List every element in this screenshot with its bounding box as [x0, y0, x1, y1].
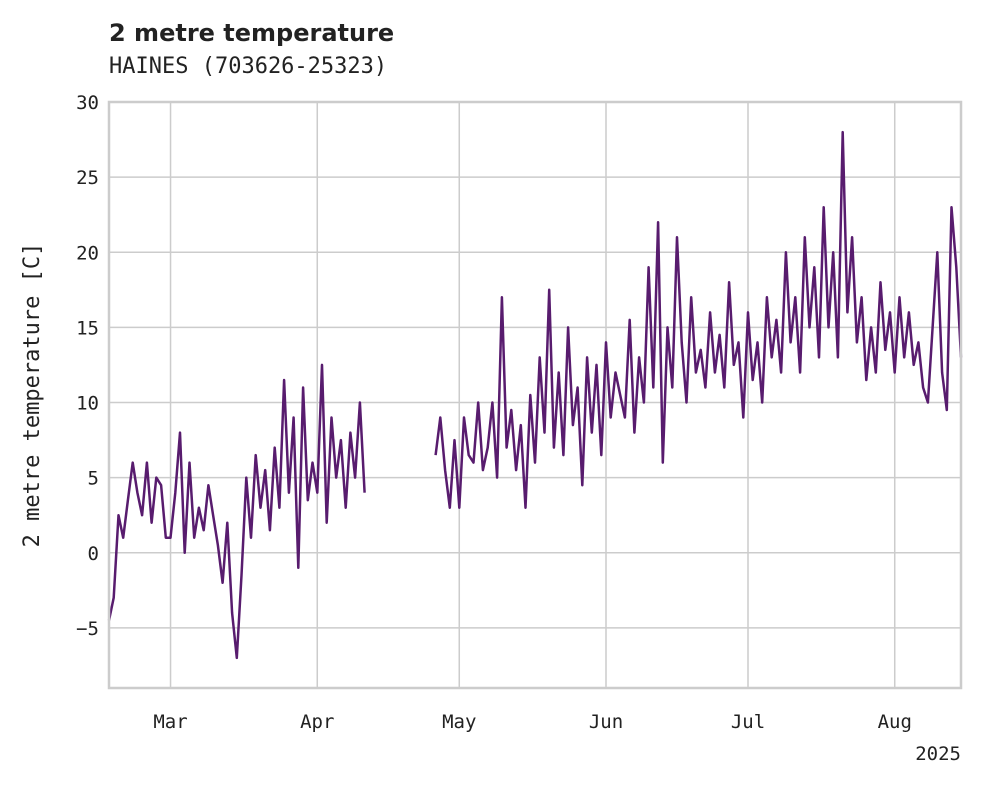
- x-tick-labels: Mar Apr May Jun Jul Aug: [153, 711, 912, 733]
- y-tick-label: 5: [88, 468, 99, 490]
- y-tick-label: 0: [88, 543, 99, 565]
- x-tick-label: Apr: [300, 711, 334, 733]
- temperature-line-segment: [107, 363, 366, 660]
- y-tick-label: 30: [76, 92, 99, 114]
- x-tick-label: Mar: [153, 711, 187, 733]
- temperature-line-segment: [434, 130, 963, 509]
- gridlines: [109, 101, 961, 688]
- chart-title: 2 metre temperature: [109, 19, 394, 47]
- y-tick-label: 15: [76, 317, 99, 339]
- series-lines: [107, 130, 963, 660]
- x-tick-label: Jun: [589, 711, 623, 733]
- chart-subtitle: HAINES (703626-25323): [109, 54, 387, 79]
- y-tick-label: −5: [76, 618, 99, 640]
- plot-frame: [107, 100, 963, 690]
- x-tick-label: May: [442, 711, 476, 733]
- y-tick-label: 10: [76, 393, 99, 415]
- x-axis-year-label: 2025: [915, 743, 961, 765]
- y-tick-label: 25: [76, 167, 99, 189]
- y-tick-label: 20: [76, 242, 99, 264]
- y-axis-label: 2 metre temperature [C]: [20, 243, 45, 548]
- x-tick-label: Jul: [731, 711, 765, 733]
- y-tick-labels: −5 0 5 10 15 20 25 30: [76, 92, 99, 640]
- x-tick-label: Aug: [878, 711, 912, 733]
